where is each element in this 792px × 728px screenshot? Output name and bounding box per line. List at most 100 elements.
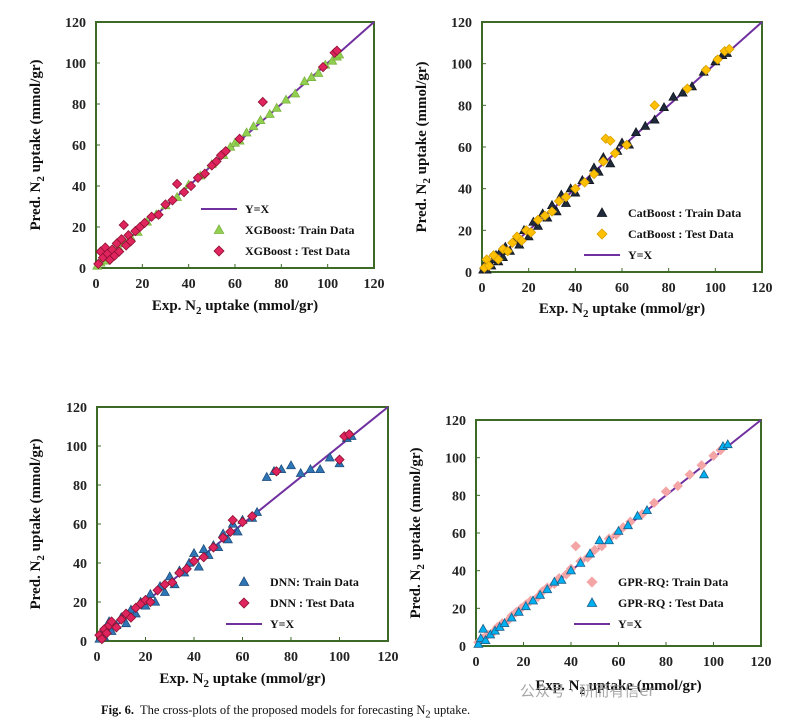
x-tick-label: 60 [228,277,242,292]
data-point [588,168,600,180]
data-point [241,127,252,137]
data-point [632,510,643,520]
data-point [208,542,219,553]
x-axis-title: Exp. N2 uptake (mmol/gr) [152,298,318,317]
data-point [684,469,695,480]
data-point [600,133,611,144]
data-point [271,466,282,477]
y-tick-label: 0 [459,640,466,655]
y-tick-label: 60 [72,139,86,154]
data-point [722,439,733,449]
x-axis-title: Exp. N2 uptake (mmol/gr) [159,671,325,690]
x-axis-title: Exp. N2 uptake (mmol/gr) [539,301,705,320]
data-point [649,114,660,124]
y-tick-label: 20 [458,224,472,239]
data-point [630,126,642,137]
watermark: 公众号 · 研而有信er [520,682,655,700]
data-point [570,183,581,194]
caption-label: Fig. 6. [101,703,134,717]
legend-label: XGBoost : Test Data [245,244,350,258]
data-point [331,45,343,56]
data-point [621,139,632,151]
data-point [532,214,544,226]
y-tick-label: 80 [73,479,87,494]
data-point [232,526,243,536]
y-tick-label: 80 [458,99,472,114]
data-point [248,121,259,131]
data-point [237,516,248,528]
series-test [94,429,355,645]
legend-swatch-marker [596,228,608,240]
legend: GPR-RQ: Train Data GPR-RQ : Test Data Y=X [574,575,728,631]
x-tick-label: 60 [615,281,629,296]
data-point [178,186,190,198]
data-point [478,623,489,633]
y-tick-label: 0 [79,262,86,277]
legend-swatch-marker [586,597,598,607]
data-point [535,589,546,599]
data-point [192,172,204,183]
data-point [696,460,707,471]
data-point [125,612,137,623]
data-point [167,195,178,206]
data-point [334,454,345,465]
data-point [622,520,634,530]
data-point [225,526,236,537]
data-point [139,217,150,229]
data-point [641,504,653,515]
y-tick-label: 60 [73,518,87,533]
y-tick-label: 60 [452,527,466,542]
data-point [96,633,108,645]
data-point [525,227,537,238]
data-point [532,220,544,230]
data-point [483,260,495,271]
y-tick-label: 40 [73,557,87,572]
legend: CatBoost : Train Data CatBoost : Test Dat… [584,206,741,262]
data-point [118,219,129,231]
y-tick-label: 120 [65,16,86,31]
data-point [234,133,245,145]
x-tick-label: 100 [705,281,726,296]
data-point [556,574,567,584]
legend-label: CatBoost : Test Data [628,227,734,241]
data-point [211,156,222,167]
data-point [648,497,660,509]
data-point [584,548,596,558]
legend-label: Y=X [628,248,653,262]
x-tick-label: 0 [479,281,486,296]
data-point [188,555,200,567]
data-point [317,61,329,73]
x-tick-label: 100 [317,277,338,292]
data-point [677,87,688,97]
data-point [473,638,484,648]
y-axis-title: Pred. N2 uptake (mmol/gr) [408,447,427,618]
y-tick-label: 80 [452,489,466,504]
data-point [565,565,577,575]
data-point [185,180,197,192]
data-point [546,206,558,217]
x-tick-label: 60 [236,650,250,665]
data-point [499,617,510,628]
data-point [570,541,581,552]
data-point [93,258,104,270]
x-tick-label: 20 [517,655,531,670]
data-point [520,601,531,611]
data-point [227,514,238,526]
data-point [596,541,608,552]
x-tick-label: 80 [659,655,673,670]
data-point [724,43,735,55]
x-tick-label: 120 [751,655,772,670]
x-tick-label: 40 [568,281,582,296]
series-test [93,45,343,270]
chart-xgboost: 0 20 40 60 80 100 120 0 20 40 60 80 100 120 Y=X XGBoost… [28,16,385,317]
data-point [507,237,518,248]
data-point [106,616,117,627]
data-point [553,196,565,207]
data-point [271,102,282,112]
data-point [159,586,170,596]
legend-label: XGBoost: Train Data [245,223,355,237]
x-tick-label: 20 [135,277,149,292]
series-test [479,43,735,273]
legend-label: Y=X [618,617,643,631]
data-point [506,612,517,622]
